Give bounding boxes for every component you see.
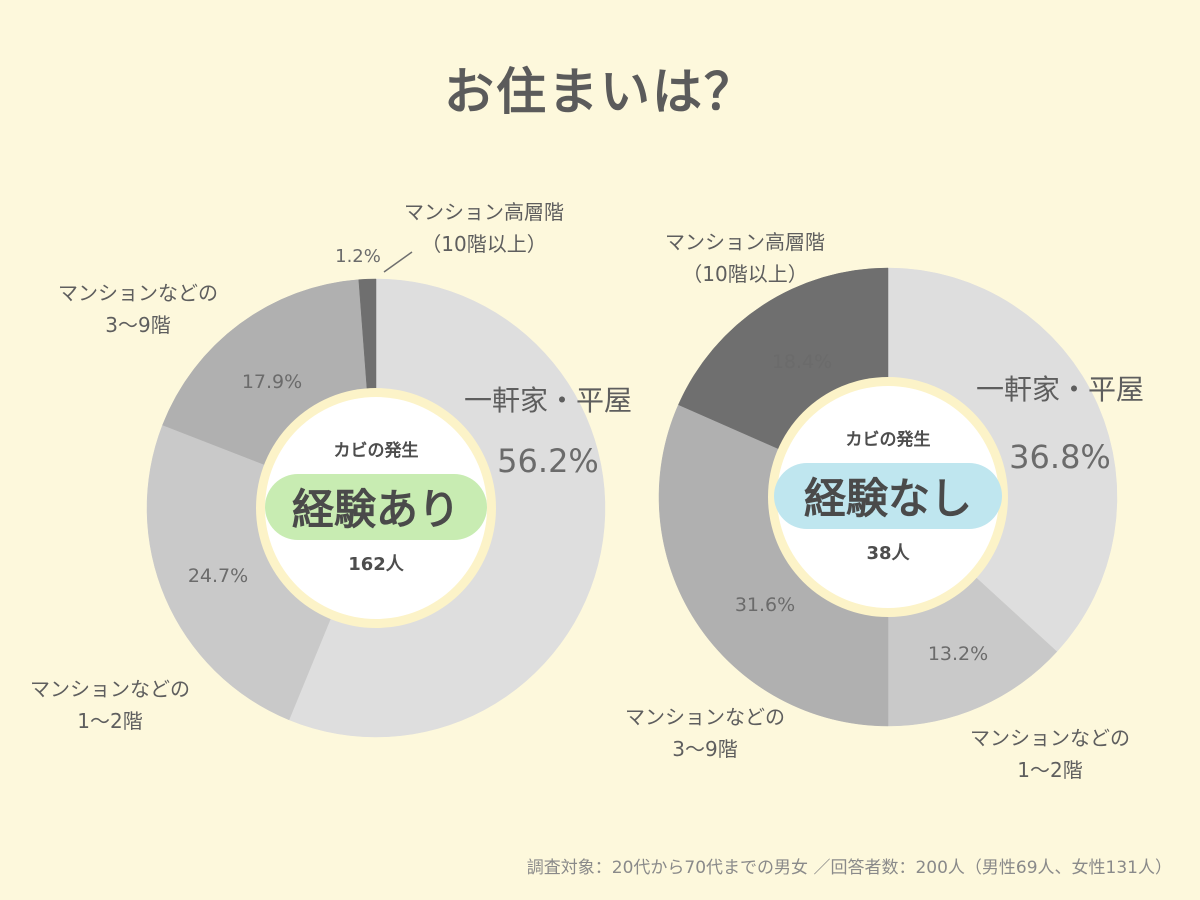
center-badge: [774, 463, 1002, 529]
center-badge: [265, 474, 487, 540]
respondent-count: 38人: [866, 543, 910, 564]
slice-category-label-line: 1〜2階: [1017, 758, 1082, 782]
slice-category-label-line: 1〜2階: [77, 709, 142, 733]
center-heading: カビの発生: [334, 440, 419, 461]
center-badge-text: 経験なし: [804, 474, 972, 523]
page-title: お住まいは？: [444, 63, 756, 121]
slice-category-label-line: （10階以上）: [682, 262, 807, 286]
slice-category-label: マンションなどの 1〜2階: [30, 677, 190, 733]
slice-category-label-line: 一軒家・平屋: [976, 373, 1144, 406]
slice-category-label: マンション高層階 （10階以上）: [665, 230, 825, 286]
slice-category-label-line: マンションなどの: [970, 726, 1130, 750]
slice-value-label: 13.2%: [928, 643, 988, 665]
survey-footnote: 調査対象：20代から70代までの男女 ／回答者数：200人（男性69人、女性13…: [526, 858, 1172, 878]
slice-category-label: 一軒家・平屋: [464, 384, 632, 417]
center-heading: カビの発生: [846, 429, 931, 450]
pie-slice: [887, 267, 1118, 653]
slice-category-label: マンション高層階 （10階以上）: [404, 200, 564, 256]
slice-category-label: マンションなどの 1〜2階: [970, 726, 1130, 782]
slice-value-label: 56.2%: [497, 442, 599, 480]
slice-category-label: 一軒家・平屋: [976, 373, 1144, 406]
slice-category-label-line: 3〜9階: [672, 737, 737, 761]
respondent-count: 162人: [348, 554, 405, 575]
slice-category-label-line: マンションなどの: [625, 705, 785, 729]
slice-category-label-line: （10階以上）: [421, 232, 546, 256]
slice-value-label: 17.9%: [242, 371, 302, 393]
slice-value-label: 1.2%: [335, 246, 381, 267]
leader-line: [383, 251, 413, 273]
slice-category-label: マンションなどの 3〜9階: [58, 281, 218, 337]
slice-category-label-line: 3〜9階: [105, 313, 170, 337]
slice-value-label: 31.6%: [735, 594, 795, 616]
slice-category-label: マンションなどの 3〜9階: [625, 705, 785, 761]
slice-value-label: 36.8%: [1009, 438, 1111, 476]
slice-category-label-line: マンションなどの: [30, 677, 190, 701]
center-badge-text: 経験あり: [292, 485, 460, 534]
slice-category-label-line: 一軒家・平屋: [464, 384, 632, 417]
slice-value-label: 24.7%: [188, 565, 248, 587]
slice-category-label-line: マンション高層階: [404, 200, 564, 224]
slice-value-label: 18.4%: [772, 351, 832, 373]
slice-category-label-line: マンションなどの: [58, 281, 218, 305]
slice-category-label-line: マンション高層階: [665, 230, 825, 254]
